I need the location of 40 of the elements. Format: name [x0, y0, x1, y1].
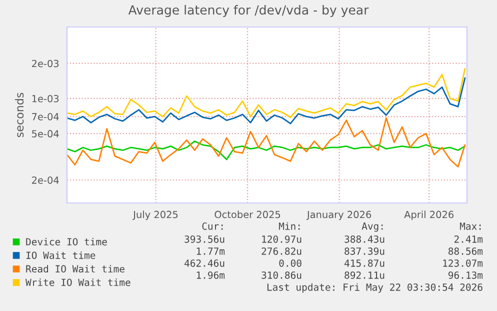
legend-label: Write IO Wait time [26, 278, 130, 286]
legend-label: IO Wait time [26, 251, 96, 259]
legend-label: Device IO time [26, 238, 107, 246]
x-tick-label: July 2025 [132, 210, 178, 220]
text: Cur: [202, 222, 223, 230]
line-series [67, 77, 466, 124]
text: 1.77m [196, 248, 225, 255]
y-tick-label: 2e-04 [32, 176, 59, 184]
text: Max: [460, 222, 481, 230]
legend-label: Read IO Wait time [26, 265, 124, 273]
text: 2.41m [454, 235, 483, 243]
line-series [67, 68, 466, 118]
text: Avg: [362, 222, 383, 232]
y-tick-label: 2e-03 [32, 60, 59, 68]
text: 96.13m [448, 271, 483, 279]
text: Min: [278, 222, 300, 230]
x-tick-label: January 2026 [306, 210, 372, 220]
text: 123.07m [443, 259, 483, 267]
text: 1.96m [196, 271, 225, 279]
line-series [67, 117, 466, 168]
text: 415.87u [344, 259, 384, 267]
text: 388.43u [344, 235, 384, 243]
text: 88.56m [448, 247, 483, 255]
y-tick-label: 5e-04 [32, 130, 59, 138]
text: 462.46u [184, 259, 224, 267]
text: 837.39u [344, 247, 384, 255]
text: 120.97u [262, 235, 302, 243]
text: Last update: Fri May 22 03:30:54 2026 [267, 283, 482, 293]
text: 0.00 [279, 259, 302, 267]
y-axis-title: seconds [15, 92, 24, 138]
text: 393.56u [184, 235, 224, 243]
text: 276.82u [262, 247, 302, 255]
text: 310.86u [262, 271, 302, 279]
x-tick-label: April 2026 [404, 210, 454, 220]
x-tick-label: October 2025 [214, 210, 280, 218]
y-tick-label: 7e-04 [32, 113, 59, 120]
y-tick-label: 1e-03 [32, 94, 59, 102]
text: 892.11u [344, 271, 384, 279]
line-series [67, 140, 466, 160]
chart-title: Average latency for /dev/vda - by year [128, 4, 369, 18]
